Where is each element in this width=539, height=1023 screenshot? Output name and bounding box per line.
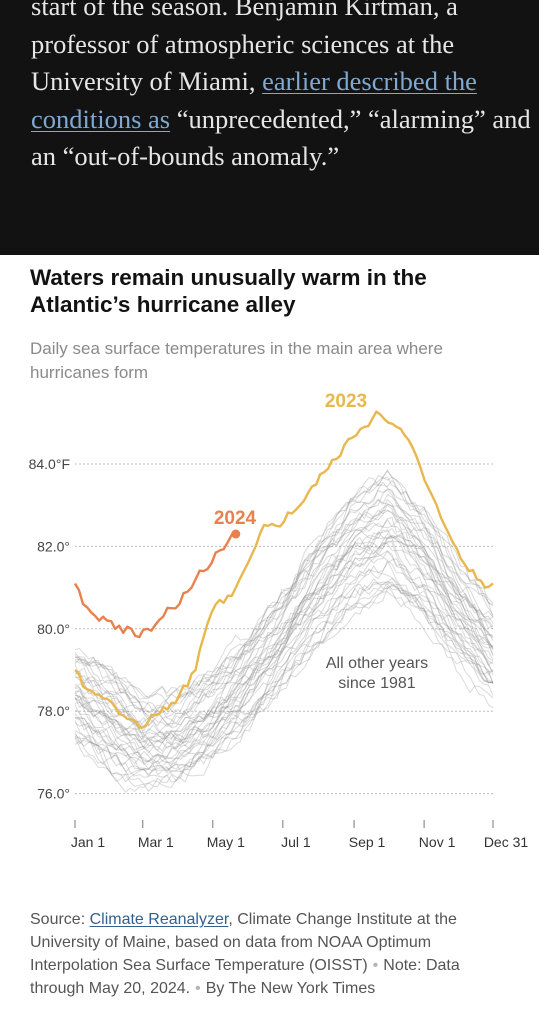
other-year-line bbox=[74, 489, 494, 719]
other-year-line bbox=[74, 550, 494, 765]
other-year-line bbox=[74, 493, 494, 721]
other-year-line bbox=[74, 470, 494, 700]
other-year-line bbox=[74, 536, 494, 746]
chart-title: Waters remain unusually warm in the Atla… bbox=[30, 265, 427, 317]
other-year-line bbox=[74, 503, 494, 729]
x-tick-label: Dec 31 bbox=[484, 834, 529, 850]
other-year-line bbox=[74, 581, 494, 783]
other-year-line bbox=[74, 479, 494, 700]
other-year-line bbox=[74, 476, 494, 716]
other-year-line bbox=[74, 550, 494, 762]
annotations: 2023 2024 All other years since 1981 bbox=[214, 391, 430, 694]
x-tick-label: Jan 1 bbox=[71, 834, 105, 850]
sea-temperature-chart: 76.0° 78.0° 80.0° 82.0° 84.0°F 2023 2024 All o… bbox=[29, 391, 529, 850]
gridlines: 76.0° 78.0° 80.0° 82.0° 84.0°F bbox=[29, 456, 493, 802]
other-year-line bbox=[74, 577, 494, 774]
series-2024-endpoint bbox=[231, 529, 241, 539]
other-year-line bbox=[74, 527, 494, 746]
other-year-line bbox=[74, 565, 494, 772]
other-year-line bbox=[74, 583, 494, 788]
y-tick-label: 80.0° bbox=[37, 621, 70, 637]
credit-line: By The New York Times bbox=[205, 980, 376, 997]
other-year-line bbox=[74, 553, 494, 771]
other-year-line bbox=[74, 559, 494, 776]
other-year-line bbox=[74, 542, 494, 759]
chart-subtitle: Daily sea surface temperatures in the ma… bbox=[30, 339, 443, 382]
other-year-line bbox=[74, 585, 494, 793]
other-year-line bbox=[74, 488, 494, 728]
other-year-line bbox=[74, 558, 494, 764]
other-year-line bbox=[74, 469, 494, 707]
other-year-line bbox=[74, 531, 494, 752]
source-rest: , Climate Change Institute at the Univer… bbox=[30, 911, 457, 974]
other-year-line bbox=[74, 533, 494, 749]
label-2024: 2024 bbox=[214, 508, 257, 529]
highlight-series bbox=[73, 410, 494, 729]
other-year-line bbox=[74, 529, 494, 743]
label-2023: 2023 bbox=[325, 391, 367, 412]
other-year-line bbox=[74, 540, 494, 744]
label-other-years: since 1981 bbox=[338, 675, 415, 692]
other-year-line bbox=[74, 578, 494, 779]
other-year-line bbox=[74, 509, 494, 738]
x-tick-label: Mar 1 bbox=[138, 834, 174, 850]
x-tick-label: Jul 1 bbox=[281, 834, 311, 850]
article-text-before: start of the season. Benjamin Kirtman, a… bbox=[31, 0, 458, 96]
article-text-block: start of the season. Benjamin Kirtman, a… bbox=[0, 0, 539, 255]
other-year-line bbox=[74, 504, 494, 727]
other-year-line bbox=[74, 537, 494, 755]
other-year-line bbox=[75, 585, 493, 783]
x-tick-label: Sep 1 bbox=[349, 834, 386, 850]
article-link-earlier[interactable]: earlier described the conditions as bbox=[31, 66, 477, 134]
other-years-lines bbox=[74, 469, 494, 793]
other-year-line bbox=[74, 540, 494, 765]
other-year-line bbox=[74, 476, 494, 712]
article-paragraph: start of the season. Benjamin Kirtman, a… bbox=[31, 0, 531, 176]
other-year-line bbox=[74, 518, 494, 749]
y-tick-label: 84.0°F bbox=[29, 456, 70, 472]
other-year-line bbox=[74, 583, 494, 773]
source-link[interactable]: Climate Reanalyzer bbox=[89, 911, 229, 928]
separator-dot: • bbox=[372, 957, 379, 974]
y-tick-label: 82.0° bbox=[37, 538, 70, 554]
other-year-line bbox=[74, 591, 494, 792]
data-note: Note: Data through May 20, 2024. bbox=[30, 957, 460, 997]
other-year-line bbox=[74, 516, 494, 741]
article-text-after: “unprecedented,” “alarming” and an “out-… bbox=[31, 103, 531, 172]
label-other-years: All other years bbox=[326, 655, 428, 672]
other-year-line bbox=[74, 509, 494, 739]
chart-footer: Source: Climate Reanalyzer, Climate Chan… bbox=[30, 908, 510, 1000]
x-tick-label: May 1 bbox=[207, 834, 245, 850]
other-year-line bbox=[74, 481, 494, 714]
other-year-line bbox=[75, 498, 494, 732]
series-2024-line bbox=[73, 532, 237, 639]
x-axis: Jan 1 Mar 1 May 1 Jul 1 Sep 1 Nov 1 Dec 31 bbox=[71, 820, 529, 850]
y-tick-label: 78.0° bbox=[37, 703, 70, 719]
source-label: Source: bbox=[30, 911, 90, 928]
y-tick-label: 76.0° bbox=[37, 786, 70, 802]
x-tick-label: Nov 1 bbox=[419, 834, 456, 850]
separator-dot: • bbox=[195, 980, 201, 997]
other-year-line bbox=[74, 529, 494, 752]
other-year-line bbox=[74, 498, 494, 717]
series-2023-line bbox=[74, 410, 494, 729]
